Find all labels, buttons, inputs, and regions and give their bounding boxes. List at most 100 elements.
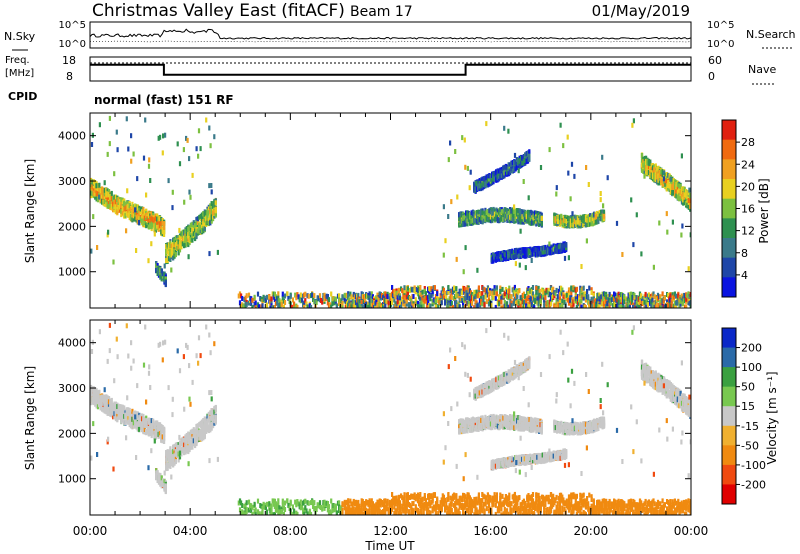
power-cell [387, 300, 390, 306]
power-cell [557, 214, 560, 220]
power-cell [404, 296, 407, 302]
power-cell [134, 216, 137, 222]
power-cell [280, 302, 283, 307]
power-cell [492, 174, 495, 179]
power-cell [129, 214, 133, 219]
power-heatmap [90, 115, 691, 308]
power-cell [420, 304, 423, 308]
power-cell [573, 286, 576, 292]
noise-left-tick-top: 10^5 [59, 20, 86, 31]
power-cell [178, 227, 181, 233]
power-cell [545, 250, 548, 256]
power-cell [364, 296, 367, 302]
power-cell [94, 194, 97, 200]
power-cell [157, 135, 160, 141]
power-cell [383, 294, 386, 300]
power-cell [210, 208, 213, 214]
power-cell [114, 199, 117, 205]
power-cell [210, 189, 213, 195]
power-cell [682, 196, 685, 202]
power-cell [529, 220, 532, 226]
power-cell [517, 215, 520, 221]
power-cell [521, 252, 524, 258]
power-cell [174, 242, 177, 248]
power-cell [441, 290, 444, 296]
noise-left-tick-bottom: 10^0 [59, 39, 86, 50]
power-cell [530, 251, 533, 257]
power-cell [672, 178, 675, 183]
power-cell [371, 294, 374, 300]
power-cell [393, 288, 396, 294]
plot-title: Christmas Valley East (fitACF) [92, 1, 345, 21]
power-cell [495, 285, 498, 291]
power-cell [496, 254, 499, 259]
power-cell [532, 248, 535, 253]
power-cell [513, 160, 516, 166]
power-cell [493, 289, 496, 295]
power-cell [473, 216, 476, 222]
power-cell [480, 186, 483, 192]
power-cell [116, 147, 119, 153]
power-cell [664, 177, 667, 183]
power-cell [397, 287, 400, 293]
power-cell [579, 223, 582, 229]
power-cell [194, 228, 197, 234]
power-cell [511, 168, 514, 174]
power-cell [480, 210, 483, 216]
power-cell [103, 187, 106, 193]
power-cell [678, 183, 681, 189]
power-cell [250, 301, 253, 306]
power-cell [680, 199, 684, 205]
power-cell [683, 197, 686, 202]
power-cell [283, 300, 287, 305]
power-cell [672, 185, 675, 190]
power-cell [200, 224, 204, 230]
power-cell [567, 170, 570, 176]
power-cell [497, 173, 501, 179]
power-cell [241, 296, 244, 301]
power-cell [476, 303, 479, 308]
power-cell [543, 297, 546, 303]
power-cell [509, 252, 513, 258]
power-cell [474, 186, 477, 192]
power-cell [433, 285, 436, 291]
power-cell [360, 299, 363, 304]
power-cell [493, 285, 496, 291]
power-cell [213, 134, 216, 140]
power-cell [103, 180, 106, 186]
power-cell [571, 211, 574, 217]
power-cell [486, 178, 490, 184]
power-cell [480, 215, 483, 221]
power-cell [295, 295, 298, 301]
power-cell [132, 207, 135, 213]
power-cell [632, 242, 635, 248]
power-cell [409, 296, 412, 302]
power-cell [206, 208, 209, 214]
power-cell [256, 291, 260, 297]
power-cell [547, 290, 550, 296]
power-cell [477, 219, 480, 225]
power-cell [505, 294, 509, 300]
power-cell [150, 241, 153, 247]
power-cell [661, 179, 664, 184]
power-cell [401, 296, 404, 302]
power-cell [494, 304, 497, 308]
power-cell [489, 218, 492, 224]
power-cell [438, 300, 441, 306]
power-cell [463, 214, 466, 220]
power-cell [466, 218, 469, 224]
power-cell [540, 216, 543, 221]
power-cell [494, 295, 497, 301]
power-cell [191, 229, 194, 235]
power-cell [598, 213, 601, 219]
power-cell [404, 302, 407, 308]
power-cell [95, 191, 98, 197]
power-cell [184, 228, 187, 234]
power-cell [91, 191, 94, 197]
power-cell [454, 149, 457, 154]
power-cell [602, 209, 606, 215]
power-cell [333, 296, 336, 302]
power-cell [528, 248, 531, 254]
power-cell [489, 214, 492, 220]
freq-tick-bottom: 8 [66, 70, 73, 83]
